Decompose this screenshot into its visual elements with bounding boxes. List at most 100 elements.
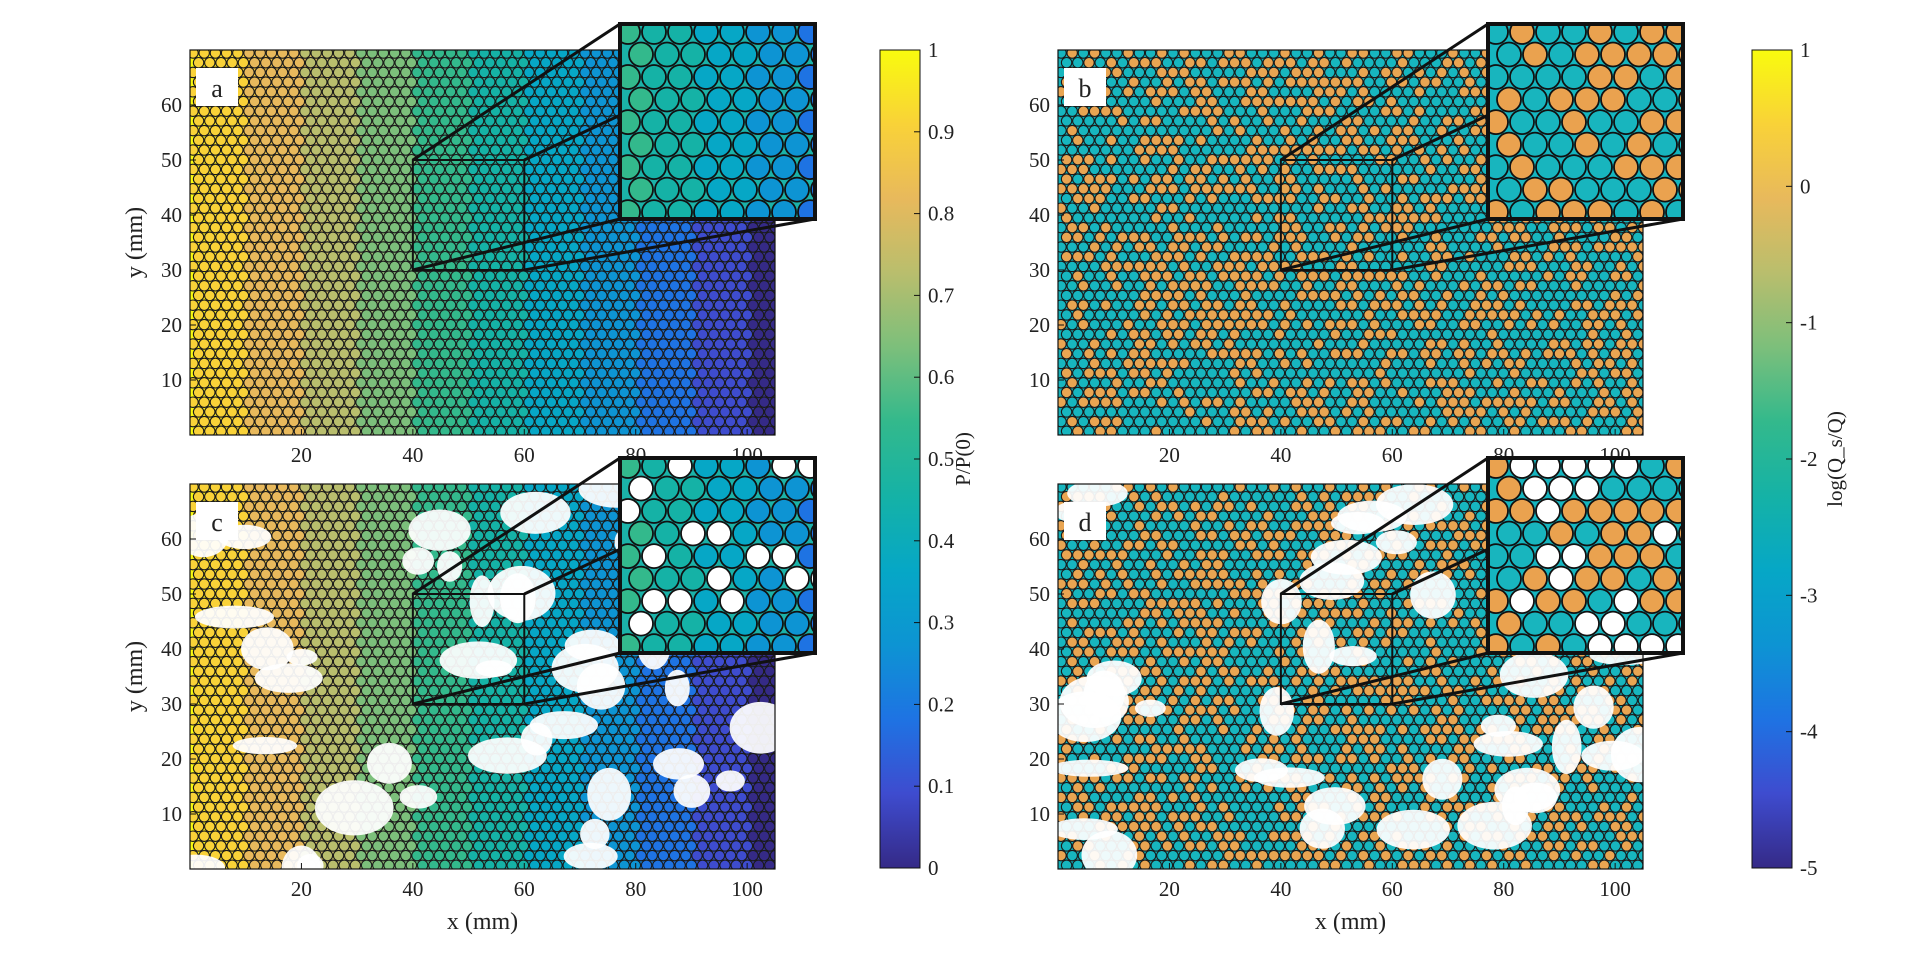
colorbar-tick-label: 0.8: [928, 202, 954, 226]
axes-frame: [1057, 49, 1644, 436]
y-tick-label: 20: [161, 747, 182, 771]
colorbar-tick-label: -4: [1800, 720, 1818, 744]
colorbar-tick-label: 0.6: [928, 365, 954, 389]
zoom-connector: [1280, 456, 1489, 596]
y-tick-label: 60: [1029, 527, 1050, 551]
y-tick-label: 40: [1029, 203, 1050, 227]
panel-label-box: [196, 68, 238, 106]
x-tick-label: 80: [625, 877, 646, 901]
zoom-connector: [524, 217, 816, 272]
panel-d: 10 20 30 40 50 60 20 40 60 80 100 x (mm) d: [1029, 456, 1685, 935]
colorbar-flux: -5 -4 -3 -2 -1 0 1 log(Q_s/Q): [1751, 38, 1847, 880]
colorbar-tick-label: 0: [1800, 174, 1811, 198]
zoom-connector: [1280, 651, 1489, 706]
colorbar-label: P/P(0): [951, 432, 975, 486]
panel-label: c: [211, 508, 223, 537]
x-tick-label: 40: [1270, 443, 1291, 467]
zoom-connector: [1280, 22, 1489, 162]
y-axis-label: y (mm): [122, 207, 148, 278]
y-tick-label: 30: [1029, 692, 1050, 716]
colorbar-tick-label: -1: [1800, 311, 1818, 335]
colorbar-tick-label: 0.1: [928, 774, 954, 798]
zoom-inset: [618, 22, 817, 221]
x-tick-label: 20: [291, 443, 312, 467]
panel-c: 10 20 30 40 50 60 20 40 60 80 100 y (mm) x (mm) c: [122, 456, 817, 935]
y-tick-label: 10: [1029, 802, 1050, 826]
colorbar-tick-label: 1: [928, 38, 939, 62]
colorbar-tick-label: 0.7: [928, 283, 954, 307]
y-tick-label: 20: [1029, 313, 1050, 337]
x-tick-label: 40: [1270, 877, 1291, 901]
panel-label-box: [1064, 68, 1106, 106]
y-tick-label: 10: [161, 368, 182, 392]
panel-label: b: [1079, 74, 1092, 103]
zoom-connector: [1280, 217, 1489, 272]
zoom-region: [1279, 159, 1394, 271]
colorbar-tick-label: 0: [928, 856, 939, 880]
zoom-connector: [412, 22, 621, 162]
x-tick-label: 60: [1382, 877, 1403, 901]
x-tick-label: 80: [1493, 877, 1514, 901]
panel-label: a: [211, 74, 223, 103]
zoom-inset-frame: [1486, 456, 1685, 655]
x-tick-label: 100: [1599, 877, 1631, 901]
x-tick-label: 20: [1159, 443, 1180, 467]
zoom-connector: [1392, 651, 1684, 706]
y-tick-label: 50: [161, 148, 182, 172]
y-tick-label: 30: [161, 258, 182, 282]
y-tick-label: 10: [161, 802, 182, 826]
y-tick-label: 50: [1029, 582, 1050, 606]
x-tick-label: 40: [402, 443, 423, 467]
zoom-connector: [412, 456, 621, 596]
zoom-inset-frame: [1486, 22, 1685, 221]
colorbar-tick-label: 0.9: [928, 120, 954, 144]
panel-label-box: [196, 502, 238, 540]
y-tick-label: 10: [1029, 368, 1050, 392]
axes-frame: [189, 483, 776, 870]
x-tick-label: 60: [514, 443, 535, 467]
y-tick-label: 60: [161, 93, 182, 117]
zoom-inset: [618, 456, 817, 655]
y-tick-label: 50: [1029, 148, 1050, 172]
zoom-inset: [1486, 456, 1685, 655]
y-tick-label: 30: [1029, 258, 1050, 282]
panel-label: d: [1079, 508, 1092, 537]
axes-frame: [189, 49, 776, 436]
zoom-inset: [1486, 22, 1685, 221]
y-axis-label: y (mm): [122, 641, 148, 712]
zoom-inset-frame: [618, 456, 817, 655]
colorbar-label: log(Q_s/Q): [1823, 411, 1847, 507]
y-tick-label: 60: [161, 527, 182, 551]
zoom-connector: [1392, 217, 1684, 272]
panel-label-box: [1064, 502, 1106, 540]
x-tick-label: 40: [402, 877, 423, 901]
x-tick-label: 20: [1159, 877, 1180, 901]
zoom-connector: [412, 217, 621, 272]
zoom-connector: [524, 651, 816, 706]
zoom-region: [411, 593, 526, 705]
zoom-region: [411, 159, 526, 271]
zoom-connector: [412, 651, 621, 706]
colorbar-tick-label: 0.4: [928, 529, 955, 553]
colorbar-tick-label: -2: [1800, 447, 1818, 471]
y-tick-label: 40: [1029, 637, 1050, 661]
y-tick-label: 30: [161, 692, 182, 716]
colorbar-tick-label: 0.5: [928, 447, 954, 471]
y-tick-label: 40: [161, 637, 182, 661]
colorbar-pressure: 0 0.1 0.2 0.3 0.4 0.5 0.6 0.7 0.8 0.9 1 P/P(0): [879, 38, 975, 880]
y-tick-label: 20: [1029, 747, 1050, 771]
colorbar-tick-label: 1: [1800, 38, 1811, 62]
colorbar-tick-label: 0.3: [928, 611, 954, 635]
colorbar-tick-label: 0.2: [928, 692, 954, 716]
y-tick-label: 60: [1029, 93, 1050, 117]
zoom-inset-frame: [618, 22, 817, 221]
axes-frame: [1057, 483, 1644, 870]
colorbar-tick-label: -5: [1800, 856, 1818, 880]
x-tick-label: 60: [1382, 443, 1403, 467]
x-tick-label: 100: [731, 877, 763, 901]
y-tick-label: 40: [161, 203, 182, 227]
zoom-region: [1279, 593, 1394, 705]
